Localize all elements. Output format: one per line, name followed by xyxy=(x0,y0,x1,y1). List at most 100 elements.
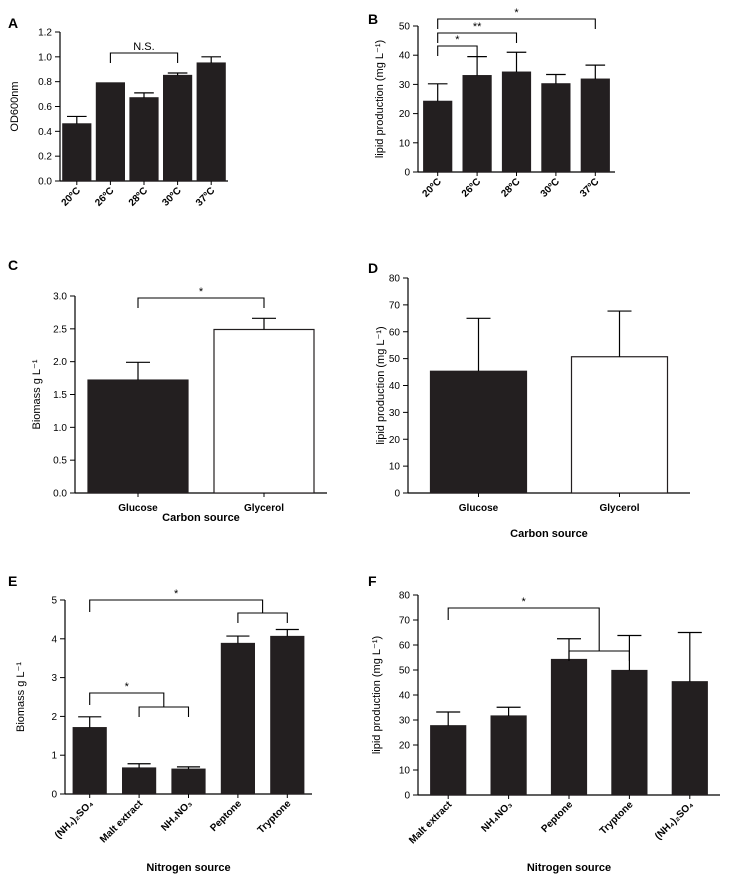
bar xyxy=(541,83,571,173)
significance-bracket xyxy=(437,18,596,29)
category-label: (NH₄)₂SO₄ xyxy=(653,799,696,842)
category-label: 28ºC xyxy=(499,176,522,199)
significance-label: * xyxy=(199,286,204,298)
category-label: NH₄NO₃ xyxy=(159,798,195,834)
y-tick-label: 0 xyxy=(51,790,57,801)
category-label: Tryptone xyxy=(598,799,636,837)
category-label: 28ºC xyxy=(127,185,150,208)
y-tick-label: 1.0 xyxy=(38,52,52,63)
panel-label: F xyxy=(368,573,377,589)
significance-bracket xyxy=(437,45,478,56)
y-tick-label: 0 xyxy=(404,168,410,179)
panel-label: D xyxy=(368,260,378,276)
bar xyxy=(570,356,669,494)
category-label: 37ºC xyxy=(194,185,217,208)
y-tick-label: 0.2 xyxy=(38,152,52,163)
significance-label: * xyxy=(455,34,460,46)
category-label: Peptone xyxy=(539,799,575,835)
category-label: 30ºC xyxy=(539,176,562,199)
y-tick-label: 4 xyxy=(51,634,57,645)
significance-label: * xyxy=(125,681,130,693)
y-tick-label: 0.5 xyxy=(53,456,67,467)
x-axis-label: Carbon source xyxy=(510,528,588,540)
category-label: 30ºC xyxy=(160,185,183,208)
category-label: Malt extract xyxy=(98,798,146,846)
significance-bracket xyxy=(89,692,165,707)
y-axis-label: lipid production (mg L⁻¹) xyxy=(375,326,387,444)
bar xyxy=(62,123,92,182)
category-label: (NH₄)₂SO₄ xyxy=(53,798,96,841)
y-tick-label: 0.8 xyxy=(38,77,52,88)
significance-bracket xyxy=(137,297,265,308)
significance-subbracket xyxy=(138,706,190,717)
bar xyxy=(171,768,206,795)
y-tick-label: 3 xyxy=(51,673,57,684)
category-label: Glucose xyxy=(459,503,499,514)
y-tick-label: 1.2 xyxy=(38,28,52,39)
y-tick-label: 0.6 xyxy=(38,102,52,113)
chart-panel-f: F 0 10 20 30 40 50 60 70 80 lipid production (mg L… xyxy=(368,573,720,874)
significance-bracket xyxy=(89,599,264,613)
y-tick-label: 40 xyxy=(399,51,411,62)
y-tick-label: 0.0 xyxy=(53,489,67,500)
y-tick-label: 1.0 xyxy=(53,423,67,434)
bar xyxy=(196,62,226,182)
y-tick-label: 20 xyxy=(389,435,401,446)
category-label: Glycerol xyxy=(244,503,284,514)
y-tick-label: 60 xyxy=(389,327,401,338)
y-tick-label: 20 xyxy=(399,741,411,752)
significance-bracket xyxy=(109,52,179,63)
bar xyxy=(580,78,610,173)
significance-label: * xyxy=(514,7,519,19)
bar xyxy=(462,75,492,173)
chart-panel-e: E 0 1 2 3 4 5 Biomass g L⁻¹ (NH₄)₂SO₄ Malt extrac… xyxy=(8,573,312,874)
y-tick-label: 10 xyxy=(399,766,411,777)
y-tick-label: 30 xyxy=(399,716,411,727)
bar xyxy=(87,379,189,494)
significance-label: ** xyxy=(473,21,482,33)
significance-subbracket xyxy=(237,612,288,623)
y-axis-label: Biomass g L⁻¹ xyxy=(15,662,27,732)
bar xyxy=(490,715,527,796)
bar xyxy=(121,767,157,795)
y-tick-label: 2.0 xyxy=(53,357,67,368)
significance-label: * xyxy=(174,588,179,600)
bar xyxy=(501,71,532,173)
y-axis-label: Biomass g L⁻¹ xyxy=(31,359,43,429)
chart-panel-b: B 0 10 20 30 40 50 lipid production (mg L⁻¹) 20º… xyxy=(368,7,615,200)
panel-label: E xyxy=(8,573,17,589)
y-tick-label: 1.5 xyxy=(53,390,67,401)
y-tick-label: 50 xyxy=(389,354,401,365)
y-axis-label: lipid production (mg L⁻¹) xyxy=(371,636,383,754)
category-label: 26ºC xyxy=(93,185,116,208)
y-axis-label: OD600nm xyxy=(9,81,21,131)
category-label: Peptone xyxy=(208,798,244,834)
y-tick-label: 30 xyxy=(399,80,411,91)
category-label: Malt extract xyxy=(407,799,455,847)
bar xyxy=(550,658,588,796)
y-tick-label: 10 xyxy=(389,462,401,473)
y-tick-label: 3.0 xyxy=(53,292,67,303)
category-label: 20ºC xyxy=(420,176,443,199)
y-tick-label: 50 xyxy=(399,22,411,33)
x-axis-label: Carbon source xyxy=(162,512,240,524)
y-tick-label: 5 xyxy=(51,596,57,607)
y-tick-label: 0 xyxy=(394,489,400,500)
bar xyxy=(671,681,708,796)
y-tick-label: 30 xyxy=(389,408,401,419)
y-tick-label: 80 xyxy=(389,274,401,285)
y-tick-label: 1 xyxy=(51,751,57,762)
bar xyxy=(220,642,255,795)
x-axis-label: Nitrogen source xyxy=(527,862,611,874)
bar xyxy=(95,82,126,182)
y-tick-label: 50 xyxy=(399,666,411,677)
y-tick-label: 0.0 xyxy=(38,177,52,188)
chart-panel-a: A 0.0 0.2 0.4 0.6 0.8 1.0 1.2 OD600nm 20ºC 26ºC 28º… xyxy=(8,15,228,209)
category-label: 26ºC xyxy=(460,176,483,199)
x-axis-label: Nitrogen source xyxy=(146,862,230,874)
chart-panel-c: C 0.0 0.5 1.0 1.5 2.0 2.5 3.0 Biomass g L⁻¹ Gluco… xyxy=(8,257,327,524)
y-tick-label: 70 xyxy=(399,616,411,627)
panel-label: C xyxy=(8,257,18,273)
y-tick-label: 2 xyxy=(51,712,57,723)
